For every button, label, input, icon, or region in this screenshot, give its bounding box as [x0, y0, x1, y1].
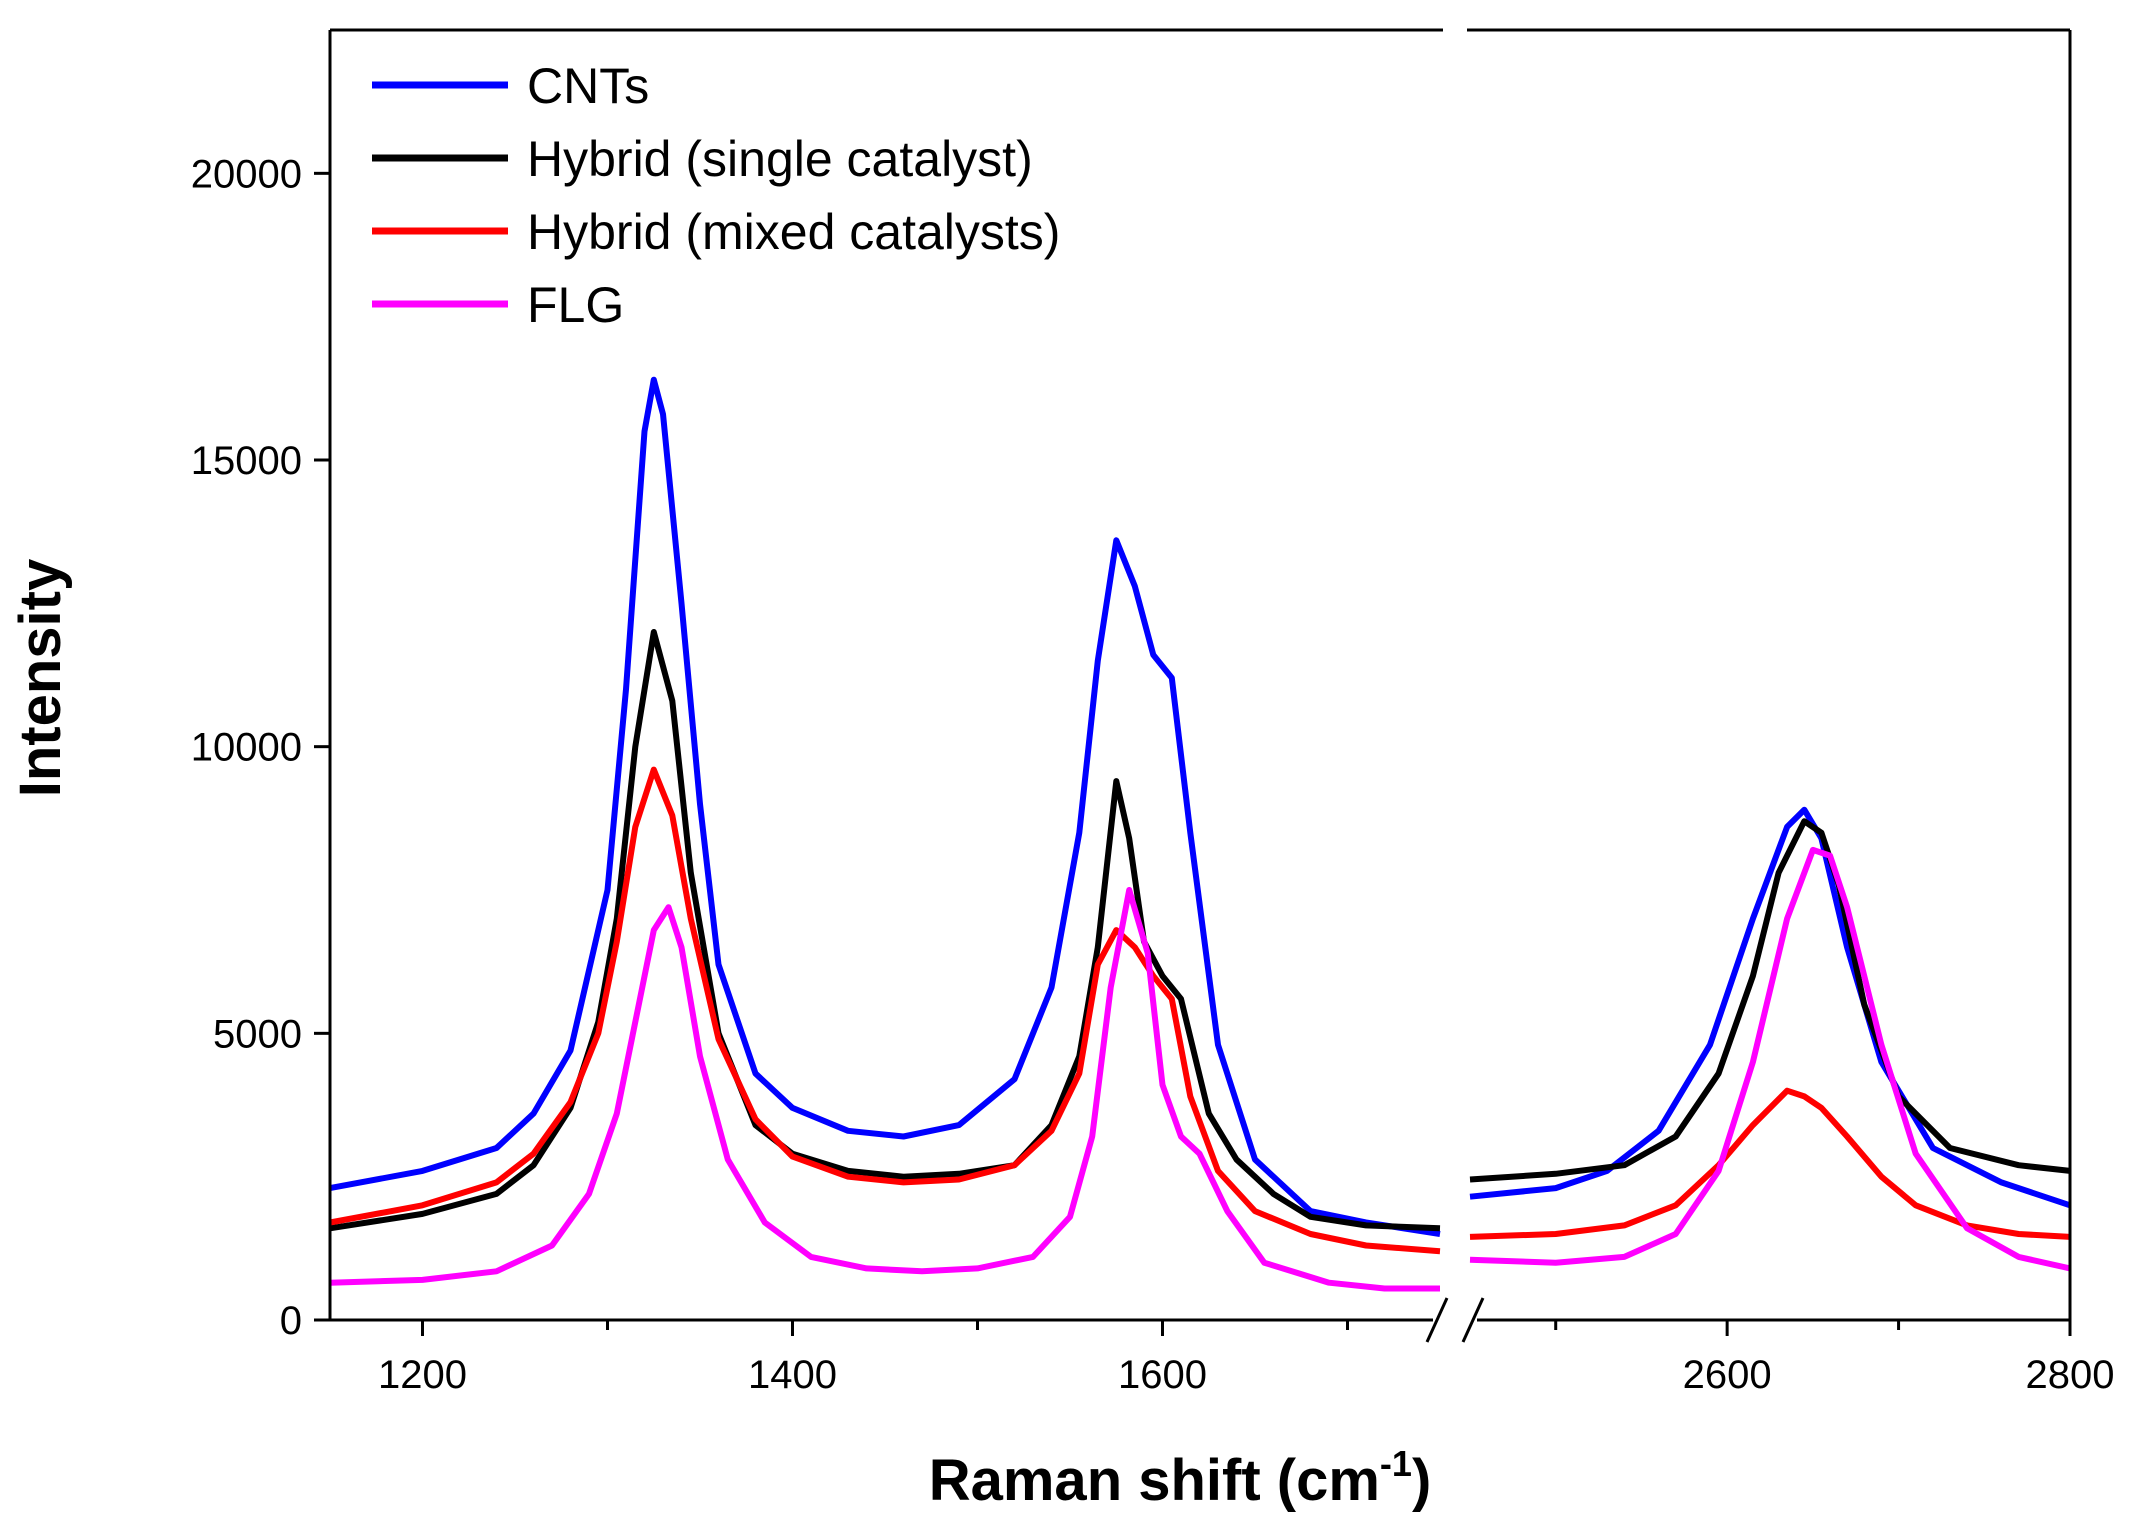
series-line-3-seg-0	[330, 890, 1440, 1289]
series-line-1-seg-0	[330, 632, 1440, 1228]
x-tick-label: 1600	[1118, 1353, 1207, 1397]
x-tick-label: 1400	[748, 1353, 837, 1397]
x-axis-title: Raman shift (cm-1)	[929, 1443, 1432, 1513]
y-tick-label: 20000	[191, 152, 302, 196]
x-tick-label: 2800	[2026, 1353, 2115, 1397]
x-axis-title-sup: -1	[1380, 1443, 1412, 1484]
raman-chart: 0 5000 10000 15000 20000 1200 1400 1600 2600 2800…	[0, 0, 2155, 1525]
x-axis-title-close: )	[1412, 1448, 1431, 1513]
legend-label-1: Hybrid (single catalyst)	[527, 131, 1033, 187]
legend: CNTs Hybrid (single catalyst) Hybrid (mixe…	[372, 58, 1060, 333]
series-line-0-seg-0	[330, 380, 1440, 1234]
y-tick-label: 15000	[191, 439, 302, 483]
y-tick-label: 10000	[191, 726, 302, 770]
y-tick-label: 5000	[213, 1012, 302, 1056]
series-layer	[330, 380, 2070, 1289]
series-line-0-seg-1	[1470, 810, 2070, 1206]
legend-label-0: CNTs	[527, 58, 649, 114]
legend-label-2: Hybrid (mixed catalysts)	[527, 204, 1060, 260]
axis-break-gap	[1443, 28, 1467, 1322]
x-axis-title-main: Raman shift (cm	[929, 1448, 1380, 1513]
legend-label-3: FLG	[527, 277, 624, 333]
x-tick-label: 2600	[1683, 1353, 1772, 1397]
y-axis-title: Intensity	[8, 559, 73, 798]
x-tick-label: 1200	[378, 1353, 467, 1397]
series-line-2-seg-1	[1470, 1091, 2070, 1237]
y-tick-label: 0	[280, 1299, 302, 1343]
